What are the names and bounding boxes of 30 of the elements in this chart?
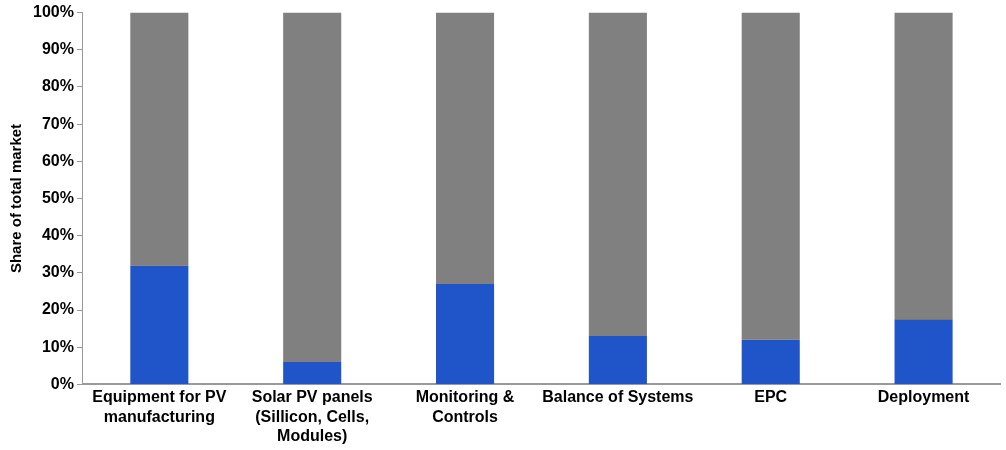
y-tick-label: 10% [41,337,74,355]
y-tick-label: 60% [41,151,74,169]
x-tick-label: Equipment for PV manufacturing [92,388,227,425]
bar [436,12,495,285]
y-tick-label: 50% [41,188,74,206]
bar [588,336,647,384]
bar [283,362,342,384]
bar [741,12,800,340]
bar [588,12,647,337]
y-tick-label: 80% [41,77,74,95]
bar [894,319,953,384]
bar [436,284,495,384]
x-tick-label: Deployment [877,388,971,406]
bar [130,265,189,384]
bar [741,339,800,384]
y-tick-label: 100% [33,3,74,21]
x-tick-label: Solar PV panels (Sillicon, Cells, Modules) [251,388,373,444]
x-tick-label: EPC [754,388,788,406]
bar [130,12,189,266]
x-tick-label: Balance of Systems [542,388,694,406]
x-tick-label: Monitoring & Controls [415,388,515,425]
y-tick-label: 40% [41,226,74,244]
y-tick-label: 20% [41,300,74,318]
y-tick-label: 0% [50,374,74,392]
y-tick-label: 30% [41,263,74,281]
bar [894,12,953,320]
y-tick-label: 90% [41,40,74,58]
y-tick-label: 70% [41,114,74,132]
bar [283,12,342,363]
y-axis-title: Share of total market [7,123,25,274]
